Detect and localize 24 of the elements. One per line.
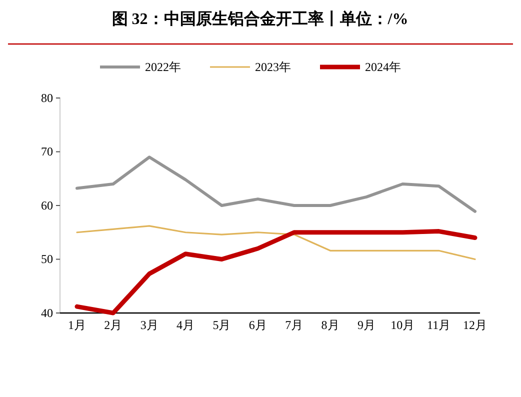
x-tick-label: 3月 <box>140 318 158 332</box>
x-tick-label: 1月 <box>68 318 86 332</box>
x-tick-label: 12月 <box>463 318 487 332</box>
line-series <box>74 229 478 316</box>
y-tick-label: 50 <box>41 252 53 266</box>
x-tick-label: 7月 <box>285 318 304 332</box>
x-tick-label: 2月 <box>104 318 122 332</box>
legend-label: 2024年 <box>365 60 401 74</box>
y-tick-label: 40 <box>41 306 53 320</box>
x-tick-label: 9月 <box>357 318 376 332</box>
x-tick-label: 6月 <box>248 318 267 332</box>
y-tick-label: 70 <box>41 144 53 159</box>
x-tick-label: 10月 <box>390 318 415 332</box>
y-tick-label: 80 <box>41 90 53 105</box>
y-tick-label: 60 <box>41 198 53 212</box>
x-tick-label: 8月 <box>321 318 340 332</box>
chart-title: 图 32：中国原生铝合金开工率丨单位：/% <box>112 9 408 28</box>
line-series <box>76 225 476 260</box>
line-series <box>76 156 476 213</box>
x-tick-label: 5月 <box>212 318 231 332</box>
x-tick-label: 11月 <box>427 318 451 332</box>
legend-label: 2022年 <box>145 60 181 74</box>
legend-label: 2023年 <box>255 60 291 74</box>
x-tick-label: 4月 <box>176 318 195 332</box>
